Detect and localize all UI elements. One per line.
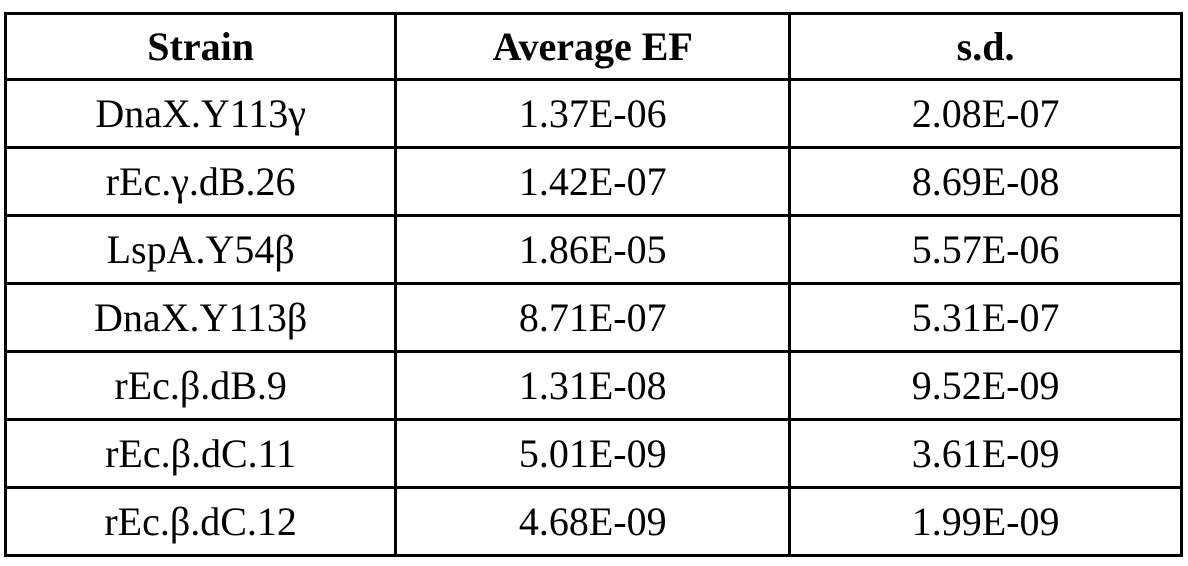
strain-cell: LspA.Y54β — [6, 216, 396, 284]
strain-cell: DnaX.Y113β — [6, 284, 396, 352]
header-strain: Strain — [6, 14, 396, 80]
data-table: Strain Average EF s.d. DnaX.Y113γ1.37E-0… — [4, 12, 1183, 557]
average-ef-cell: 8.71E-07 — [396, 284, 790, 352]
sd-cell: 9.52E-09 — [790, 352, 1182, 420]
table-row: rEc.β.dC.124.68E-091.99E-09 — [6, 488, 1182, 556]
header-average-ef: Average EF — [396, 14, 790, 80]
average-ef-cell: 4.68E-09 — [396, 488, 790, 556]
average-ef-cell: 5.01E-09 — [396, 420, 790, 488]
table-row: DnaX.Y113γ1.37E-062.08E-07 — [6, 80, 1182, 148]
strain-cell: rEc.β.dB.9 — [6, 352, 396, 420]
table-row: rEc.γ.dB.261.42E-078.69E-08 — [6, 148, 1182, 216]
strain-cell: rEc.γ.dB.26 — [6, 148, 396, 216]
average-ef-cell: 1.86E-05 — [396, 216, 790, 284]
table-row: DnaX.Y113β8.71E-075.31E-07 — [6, 284, 1182, 352]
strain-cell: rEc.β.dC.12 — [6, 488, 396, 556]
sd-cell: 3.61E-09 — [790, 420, 1182, 488]
sd-cell: 5.31E-07 — [790, 284, 1182, 352]
average-ef-cell: 1.37E-06 — [396, 80, 790, 148]
sd-cell: 1.99E-09 — [790, 488, 1182, 556]
strain-cell: DnaX.Y113γ — [6, 80, 396, 148]
sd-cell: 2.08E-07 — [790, 80, 1182, 148]
header-row: Strain Average EF s.d. — [6, 14, 1182, 80]
table-row: rEc.β.dB.91.31E-089.52E-09 — [6, 352, 1182, 420]
average-ef-cell: 1.42E-07 — [396, 148, 790, 216]
table-row: LspA.Y54β1.86E-055.57E-06 — [6, 216, 1182, 284]
strain-cell: rEc.β.dC.11 — [6, 420, 396, 488]
header-sd: s.d. — [790, 14, 1182, 80]
sd-cell: 5.57E-06 — [790, 216, 1182, 284]
table-row: rEc.β.dC.115.01E-093.61E-09 — [6, 420, 1182, 488]
sd-cell: 8.69E-08 — [790, 148, 1182, 216]
average-ef-cell: 1.31E-08 — [396, 352, 790, 420]
